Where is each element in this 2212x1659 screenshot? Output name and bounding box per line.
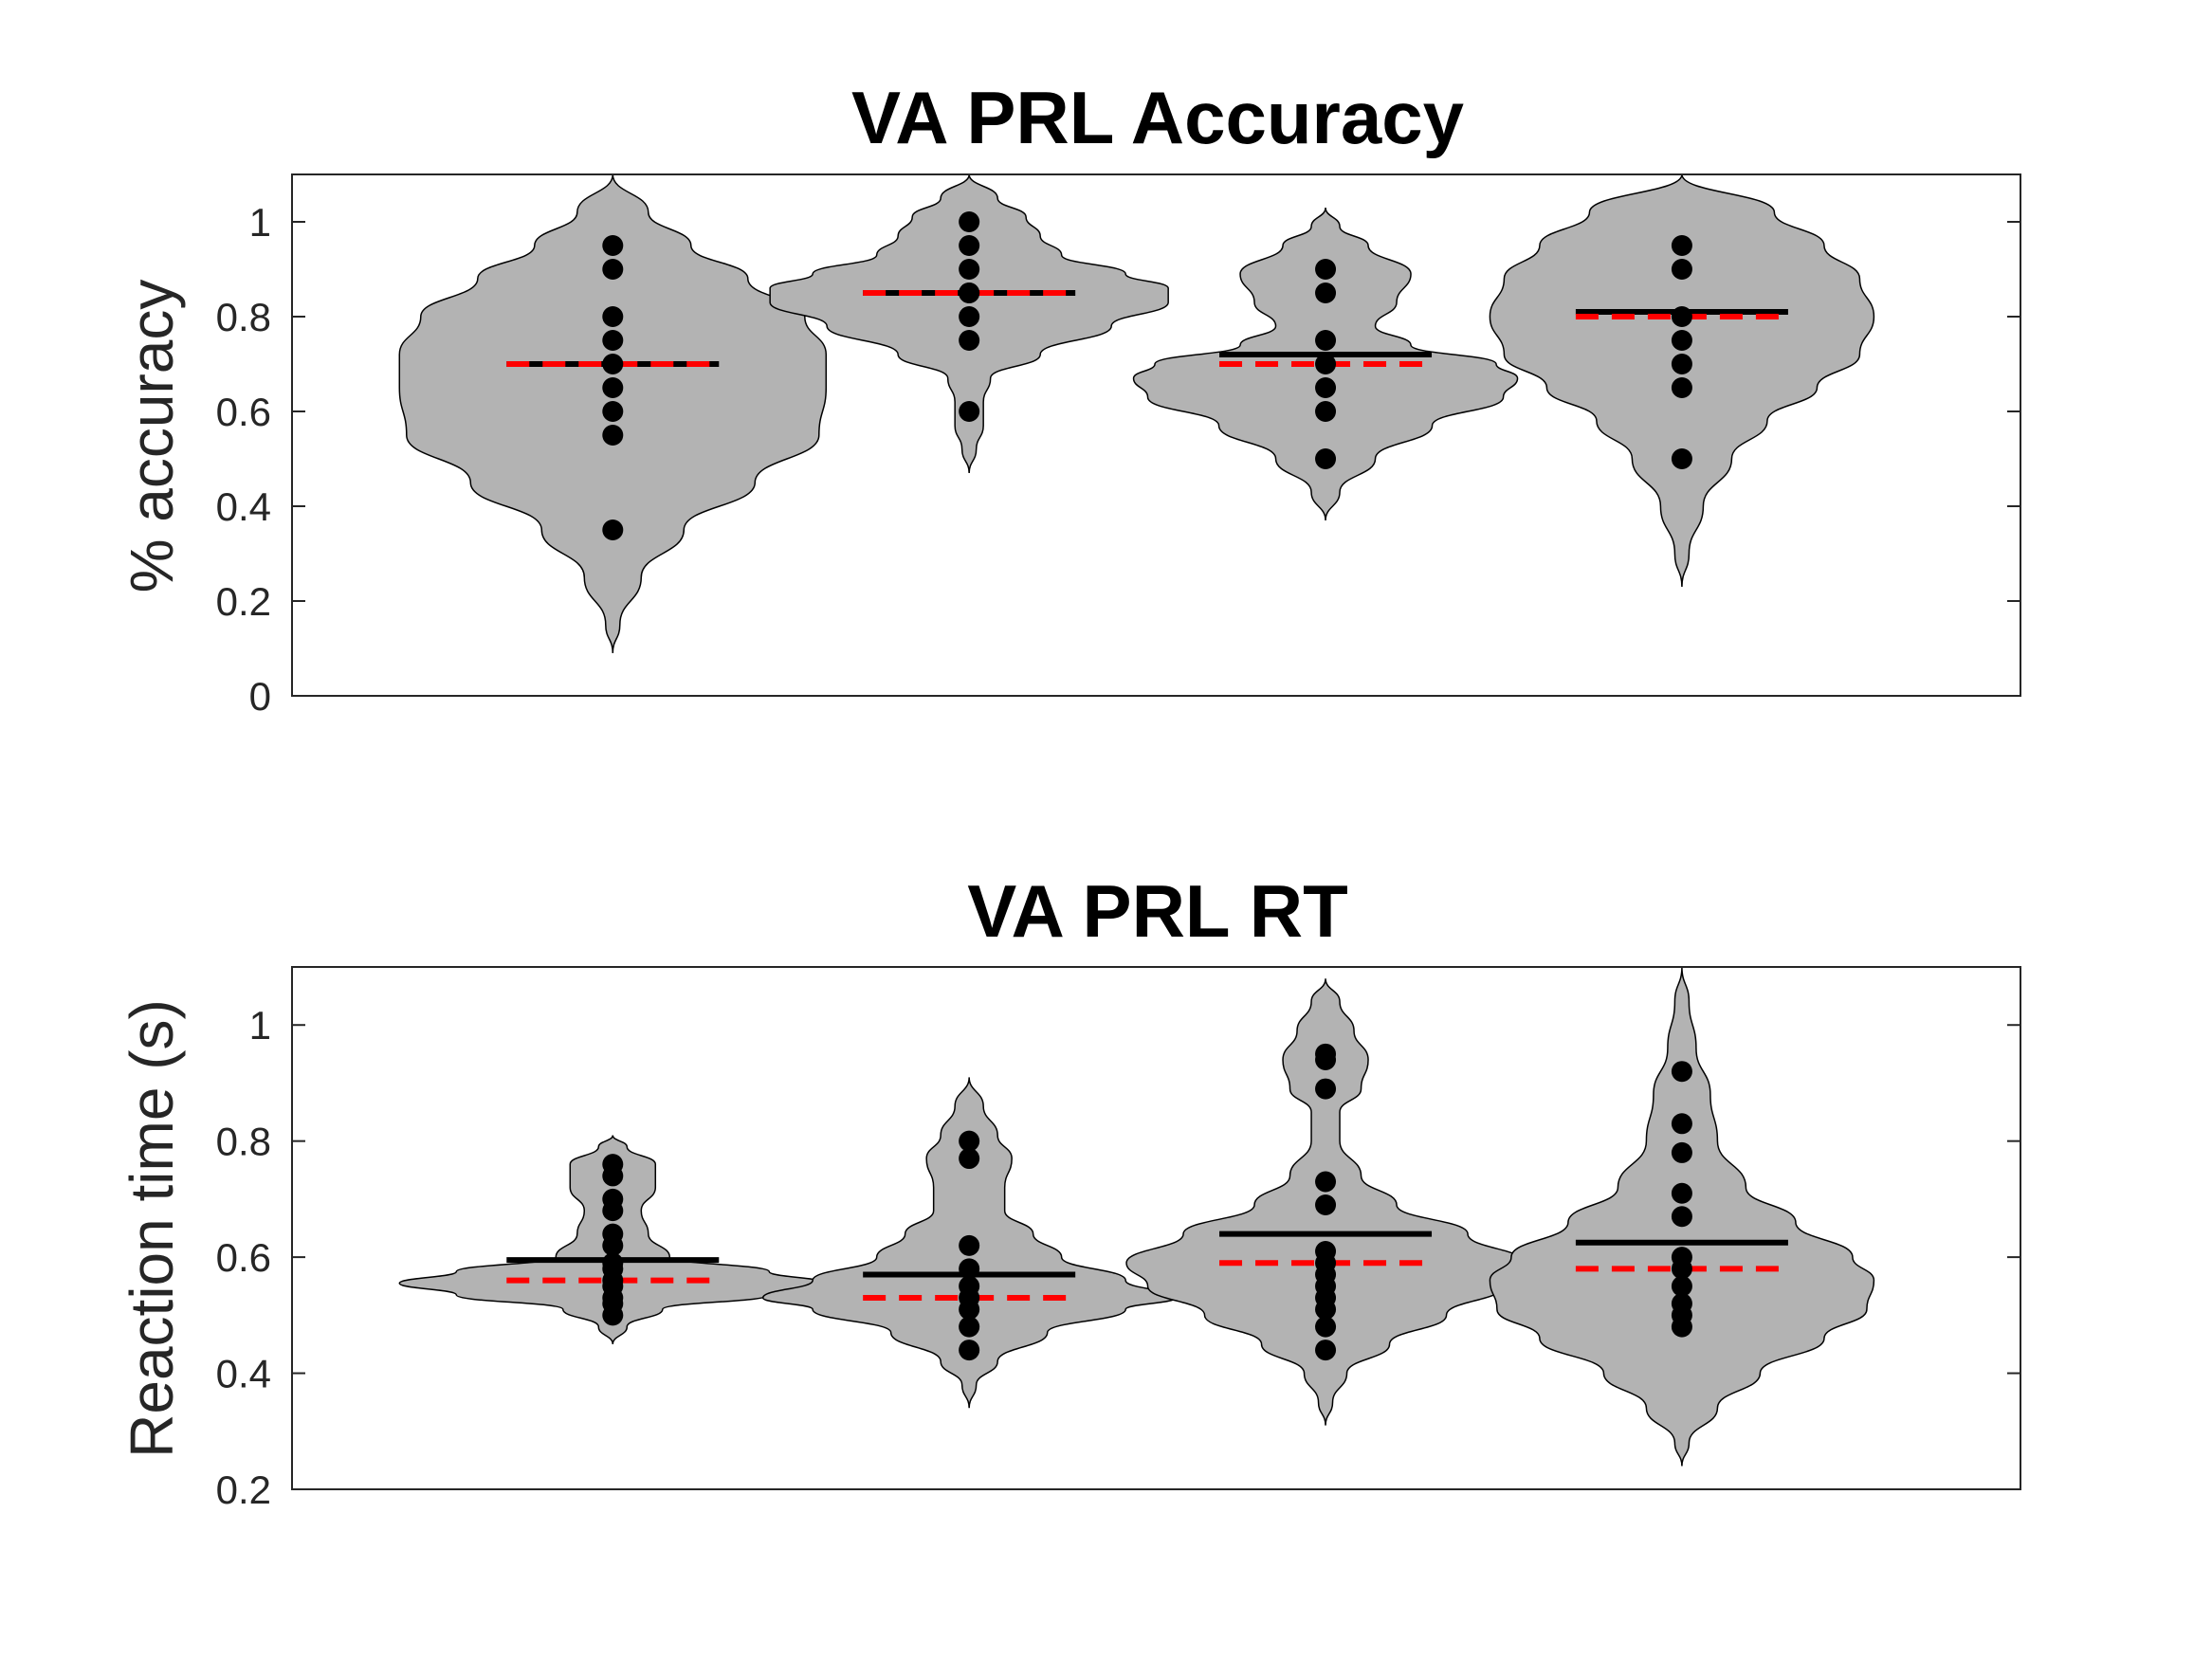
data-point	[1315, 1171, 1337, 1193]
data-point	[959, 1340, 980, 1361]
data-point	[959, 1234, 980, 1256]
data-point	[602, 520, 624, 540]
data-point	[1671, 1061, 1692, 1083]
data-point	[1315, 1299, 1337, 1321]
data-point	[1671, 1316, 1692, 1338]
y-tick-label: 0.6	[216, 1235, 271, 1280]
data-point	[959, 235, 980, 256]
y-tick-label: 1	[249, 200, 271, 245]
data-point	[1671, 1258, 1692, 1280]
data-point	[959, 211, 980, 232]
data-point	[1671, 354, 1692, 374]
data-point	[602, 259, 624, 280]
data-point	[1671, 306, 1692, 327]
data-point	[1315, 259, 1337, 280]
data-point	[1671, 1141, 1692, 1163]
data-point	[1315, 401, 1337, 422]
data-point	[602, 235, 624, 256]
data-point	[602, 1165, 624, 1187]
data-point	[1315, 354, 1337, 374]
data-point	[1671, 1206, 1692, 1228]
y-tick-label: 0.4	[216, 484, 271, 529]
data-point	[1315, 1340, 1337, 1361]
y-tick-label: 0.8	[216, 295, 271, 339]
y-tick-label: 1	[249, 1003, 271, 1048]
y-tick-label: 0.2	[216, 579, 271, 624]
y-axis-label: Reaction time (s)	[118, 999, 186, 1458]
data-point	[1315, 1316, 1337, 1338]
data-point	[959, 401, 980, 422]
data-point	[1671, 377, 1692, 398]
data-point	[1315, 377, 1337, 398]
data-point	[959, 1316, 980, 1338]
y-tick-label: 0.2	[216, 1468, 271, 1512]
data-point	[602, 401, 624, 422]
chart-title: VA PRL RT	[967, 869, 1348, 953]
plot-area	[398, 967, 1875, 1467]
data-point	[1671, 1182, 1692, 1204]
y-ticks: 0 0.2 0.4 0.6 0.8 1	[216, 200, 2020, 719]
data-point	[1315, 283, 1337, 303]
y-ticks: 0.2 0.4 0.6 0.8 1	[216, 1003, 2020, 1512]
reaction-time-chart: VA PRL RT Reaction time (s) 0.2 0.4 0.6 0.8…	[118, 869, 2021, 1512]
data-point	[959, 1130, 980, 1152]
data-point	[1315, 1048, 1337, 1070]
axes-box	[291, 173, 2021, 697]
data-point	[602, 1304, 624, 1326]
data-point	[602, 425, 624, 446]
data-point	[959, 306, 980, 327]
accuracy-chart: VA PRL Accuracy % accuracy 0 0.2 0.4 0.6 0.8…	[118, 76, 2021, 719]
data-point	[1671, 448, 1692, 469]
y-tick-label: 0.6	[216, 390, 271, 434]
data-point	[1315, 448, 1337, 469]
y-axis-label: % accuracy	[118, 280, 186, 593]
data-point	[1671, 330, 1692, 351]
data-point	[1671, 259, 1692, 280]
data-point	[1315, 1194, 1337, 1216]
data-point	[959, 330, 980, 351]
data-point	[602, 1234, 624, 1256]
data-point	[959, 1148, 980, 1170]
data-point	[959, 1299, 980, 1321]
data-point	[1671, 1113, 1692, 1135]
data-point	[602, 1200, 624, 1222]
data-point	[1315, 1078, 1337, 1100]
data-point	[1671, 235, 1692, 256]
data-point	[959, 283, 980, 303]
chart-title: VA PRL Accuracy	[851, 76, 1464, 159]
y-tick-label: 0	[249, 674, 271, 719]
plot-area	[398, 174, 1875, 654]
data-point	[602, 306, 624, 327]
data-point	[602, 330, 624, 351]
data-point	[602, 354, 624, 374]
data-point	[959, 259, 980, 280]
axes-box	[291, 966, 2021, 1490]
data-point	[602, 377, 624, 398]
data-point	[959, 1258, 980, 1280]
y-tick-label: 0.8	[216, 1120, 271, 1164]
data-point	[1671, 1275, 1692, 1297]
y-tick-label: 0.4	[216, 1352, 271, 1396]
data-point	[1315, 330, 1337, 351]
